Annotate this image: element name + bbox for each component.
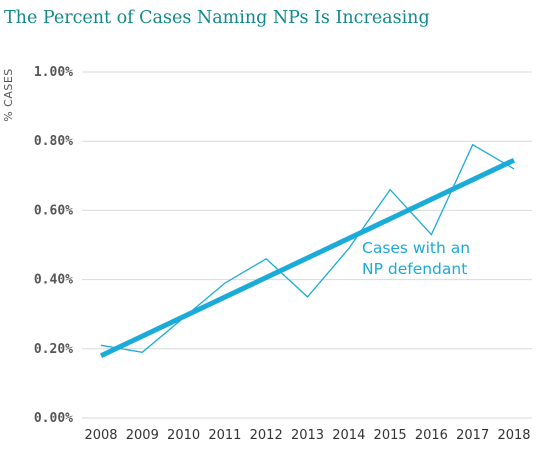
x-tick-label: 2018 bbox=[497, 428, 530, 443]
x-tick-label: 2011 bbox=[208, 428, 241, 443]
annotation-line-2: NP defendant bbox=[362, 260, 467, 278]
chart-title: The Percent of Cases Naming NPs Is Incre… bbox=[4, 8, 430, 28]
x-tick-label: 2009 bbox=[126, 428, 159, 443]
x-tick-label: 2008 bbox=[84, 428, 117, 443]
y-tick-label: 0.00% bbox=[34, 411, 73, 426]
y-tick-label: 0.40% bbox=[34, 273, 73, 288]
x-tick-label: 2014 bbox=[332, 428, 365, 443]
x-tick-label: 2012 bbox=[250, 428, 283, 443]
y-axis-label: % CASES bbox=[2, 68, 15, 122]
y-tick-label: 0.80% bbox=[34, 134, 73, 149]
x-tick-label: 2013 bbox=[291, 428, 324, 443]
x-tick-label: 2017 bbox=[456, 428, 489, 443]
trend-series-line bbox=[99, 157, 516, 358]
y-tick-label: 0.60% bbox=[34, 203, 73, 218]
x-tick-label: 2016 bbox=[415, 428, 448, 443]
y-tick-label: 0.20% bbox=[34, 342, 73, 357]
x-tick-label: 2010 bbox=[167, 428, 200, 443]
y-tick-label: 1.00% bbox=[34, 65, 73, 80]
x-tick-label: 2015 bbox=[374, 428, 407, 443]
annotation-line-1: Cases with an bbox=[362, 239, 470, 257]
